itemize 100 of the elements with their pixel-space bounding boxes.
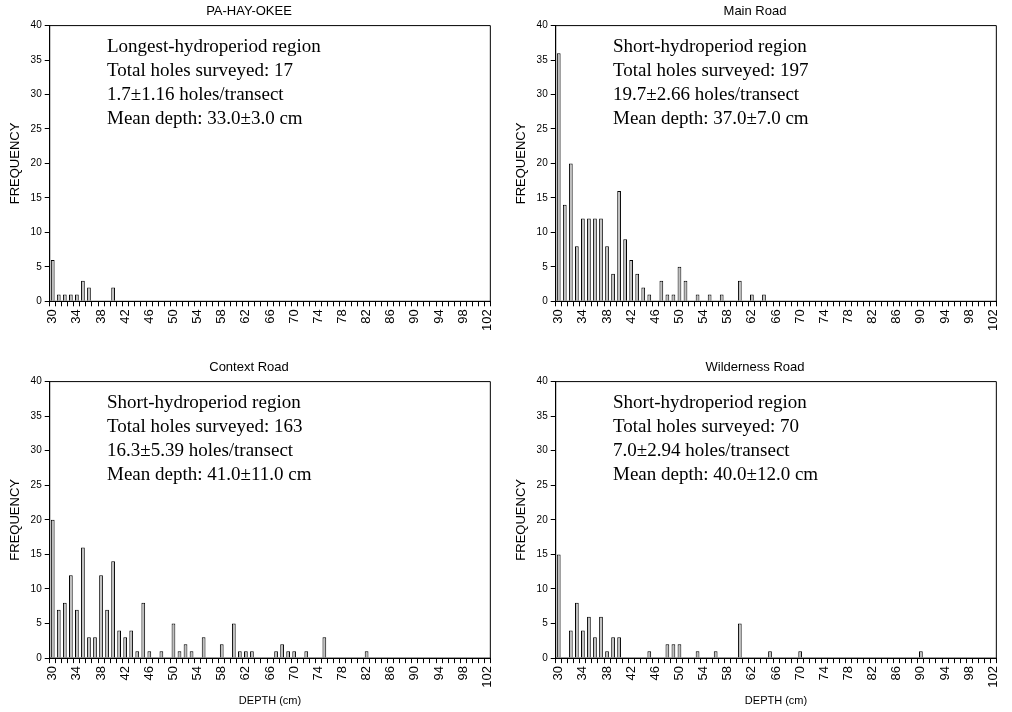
x-tick-label: 50	[165, 309, 181, 324]
x-tick-label: 38	[92, 666, 108, 681]
x-tick-label: 50	[671, 666, 687, 681]
y-tick-label: 35	[30, 409, 43, 421]
x-tick-label: 82	[358, 666, 374, 681]
annotation: 1.7±1.16 holes/transect	[107, 83, 285, 105]
x-axis-title: DEPTH (cm)	[238, 694, 302, 707]
y-tick-label: 25	[536, 122, 549, 134]
x-tick-label: 90	[406, 309, 422, 324]
x-tick-label: 86	[888, 309, 904, 324]
x-tick-label: 42	[116, 309, 132, 324]
y-tick-label: 15	[536, 191, 549, 203]
x-tick-label: 66	[261, 666, 277, 681]
x-tick-label: 82	[358, 309, 374, 324]
y-tick-label: 30	[30, 444, 43, 456]
y-tick-label: 30	[536, 88, 549, 100]
annotation: Total holes surveyed: 163	[107, 415, 303, 437]
y-tick-label: 40	[536, 375, 549, 387]
y-tick-label: 10	[536, 226, 549, 238]
x-tick-label: 34	[68, 666, 84, 681]
y-tick-label: 5	[542, 260, 549, 272]
annotation: Mean depth: 41.0±11.0 cm	[107, 463, 312, 485]
x-tick-label: 94	[936, 666, 952, 681]
y-tick-label: 40	[30, 19, 43, 31]
y-tick-label: 20	[536, 157, 549, 169]
y-tick-label: 10	[30, 226, 43, 238]
annotation: Total holes surveyed: 70	[613, 415, 799, 437]
x-tick-label: 90	[912, 309, 928, 324]
x-tick-label: 62	[743, 666, 759, 681]
chart-title: PA-HAY-OKEE	[206, 3, 293, 19]
y-tick-label: 30	[536, 444, 549, 456]
x-tick-label: 86	[382, 666, 398, 681]
y-tick-label: 0	[542, 651, 549, 663]
x-tick-label: 54	[189, 666, 205, 681]
x-tick-label: 38	[598, 666, 614, 681]
y-tick-label: 15	[30, 191, 43, 203]
y-tick-label: 0	[36, 651, 43, 663]
annotation: Mean depth: 40.0±12.0 cm	[613, 463, 819, 485]
x-tick-label: 102	[478, 309, 494, 332]
y-axis-title: FREQUENCY	[513, 478, 529, 561]
y-axis-title: FREQUENCY	[513, 122, 529, 205]
y-tick-label: 40	[536, 19, 549, 31]
annotation: Mean depth: 33.0±3.0 cm	[107, 107, 303, 129]
y-tick-label: 5	[542, 617, 549, 629]
x-tick-label: 98	[960, 309, 976, 324]
x-tick-label: 58	[213, 309, 229, 324]
x-tick-label: 58	[719, 309, 735, 324]
chart-title: Main Road	[723, 3, 787, 19]
annotation: Total holes surveyed: 197	[613, 59, 809, 81]
x-tick-label: 38	[92, 309, 108, 324]
y-tick-label: 25	[30, 122, 43, 134]
x-tick-label: 78	[334, 309, 350, 324]
x-tick-label: 78	[840, 309, 856, 324]
x-tick-label: 98	[454, 309, 470, 324]
y-tick-label: 15	[536, 548, 549, 560]
x-tick-label: 46	[646, 309, 662, 324]
x-tick-label: 86	[888, 666, 904, 681]
chart-title: Context Road	[209, 359, 289, 375]
x-tick-label: 34	[574, 666, 590, 681]
y-tick-label: 30	[30, 88, 43, 100]
x-tick-label: 42	[622, 309, 638, 324]
x-tick-label: 62	[237, 666, 253, 681]
x-tick-label: 58	[213, 666, 229, 681]
y-tick-label: 35	[536, 409, 549, 421]
x-tick-label: 94	[430, 309, 446, 324]
x-tick-label: 66	[261, 309, 277, 324]
x-tick-label: 46	[140, 309, 156, 324]
x-tick-label: 54	[695, 309, 711, 324]
x-tick-label: 38	[598, 309, 614, 324]
x-tick-label: 82	[864, 309, 880, 324]
x-tick-label: 54	[189, 309, 205, 324]
x-tick-label: 74	[309, 666, 325, 681]
annotation: 7.0±2.94 holes/transect	[613, 439, 791, 461]
x-tick-label: 70	[285, 309, 301, 324]
x-tick-label: 66	[767, 666, 783, 681]
annotation: Longest-hydroperiod region	[107, 35, 322, 57]
x-tick-label: 74	[815, 666, 831, 681]
x-tick-label: 50	[165, 666, 181, 681]
y-tick-label: 35	[536, 53, 549, 65]
annotation: 16.3±5.39 holes/transect	[107, 439, 294, 461]
y-tick-label: 20	[536, 513, 549, 525]
y-tick-label: 0	[542, 295, 549, 307]
y-tick-label: 5	[36, 617, 43, 629]
x-tick-label: 66	[767, 309, 783, 324]
x-tick-label: 78	[334, 666, 350, 681]
y-axis-title: FREQUENCY	[7, 478, 23, 561]
x-tick-label: 54	[695, 666, 711, 681]
x-tick-label: 46	[140, 666, 156, 681]
annotation: Short-hydroperiod region	[613, 35, 808, 57]
x-tick-label: 86	[382, 309, 398, 324]
x-tick-label: 90	[912, 666, 928, 681]
x-tick-label: 74	[309, 309, 325, 324]
y-tick-label: 35	[30, 53, 43, 65]
x-tick-label: 102	[984, 666, 1000, 688]
annotation: Mean depth: 37.0±7.0 cm	[613, 107, 809, 129]
y-tick-label: 5	[36, 260, 43, 272]
x-tick-label: 98	[454, 666, 470, 681]
annotation: 19.7±2.66 holes/transect	[613, 83, 800, 105]
x-tick-label: 90	[406, 666, 422, 681]
chart-title: Wilderness Road	[705, 359, 805, 375]
